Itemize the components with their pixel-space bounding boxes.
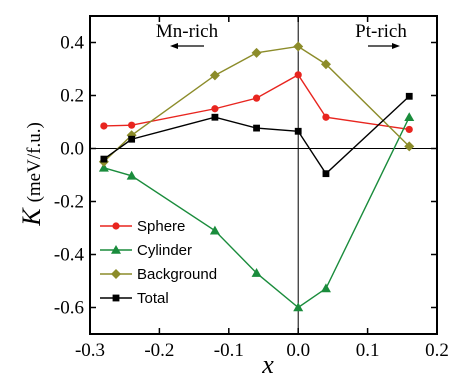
x-axis-title: x [261, 350, 274, 379]
point-cylinder [320, 283, 331, 293]
series-cylinder [98, 112, 415, 312]
y-axis-unit: (meV/f.u.) [24, 122, 45, 202]
legend-item-cylinder: Cylinder [100, 242, 192, 259]
point-background [293, 41, 304, 52]
legend-item-background: Background [100, 266, 217, 283]
y-axis-symbol: K [17, 207, 46, 227]
annotation-pt-rich: Pt-rich [355, 21, 407, 42]
point-total [211, 113, 219, 121]
point-sphere [211, 105, 219, 113]
legend-label-total: Total [137, 290, 169, 307]
y-tick-label: 0.4 [60, 33, 84, 54]
x-tick-label: 0.0 [286, 340, 310, 361]
series-line-total [103, 95, 410, 175]
series-line-background [103, 45, 410, 163]
y-axis-title: K (meV/f.u.) [17, 122, 46, 227]
point-background [320, 59, 331, 70]
point-sphere [405, 125, 413, 134]
x-tick-label: -0.2 [144, 340, 174, 361]
legend-label-background: Background [137, 266, 217, 283]
point-sphere [294, 71, 302, 79]
reference-lines [90, 16, 437, 334]
point-background [251, 47, 262, 58]
y-tick-label: 0.2 [60, 86, 84, 107]
point-cylinder [126, 170, 137, 180]
y-tick-label: -0.4 [54, 245, 85, 266]
plot-frame [89, 15, 438, 335]
series-sphere [100, 71, 413, 134]
point-total [322, 170, 330, 178]
point-cylinder [251, 268, 262, 277]
legend: Sphere Cylinder Background Total [100, 218, 217, 307]
point-total [253, 124, 260, 132]
point-cylinder [209, 225, 220, 235]
series-layer [98, 41, 415, 312]
legend-marker-total [112, 294, 120, 302]
series-background [98, 41, 415, 167]
point-cylinder [98, 162, 109, 172]
legend-label-cylinder: Cylinder [137, 242, 192, 259]
point-background [404, 141, 415, 152]
point-total [405, 92, 413, 100]
point-total [128, 135, 136, 143]
y-tick-label: 0.0 [60, 139, 84, 160]
legend-marker-cylinder [111, 245, 121, 254]
legend-marker-sphere [112, 222, 120, 230]
point-total [294, 127, 302, 135]
point-background [209, 70, 220, 81]
point-cylinder [293, 302, 304, 312]
legend-item-total: Total [100, 290, 169, 307]
x-tick-label: 0.1 [356, 340, 380, 361]
mn-rich-arrow [170, 43, 204, 49]
point-cylinder [404, 112, 415, 122]
y-tick-label: -0.2 [54, 192, 84, 213]
y-tick-label: -0.6 [54, 298, 84, 319]
x-tick-label: 0.2 [425, 340, 449, 361]
x-tick-label: -0.3 [75, 340, 105, 361]
axis-ticks: -0.3 -0.2 -0.1 0.0 0.1 0.2 -0.6 -0.4 -0.2 0.0 0.2 0… [54, 16, 449, 361]
pt-rich-arrow [368, 43, 400, 49]
point-sphere [322, 113, 330, 121]
legend-label-sphere: Sphere [137, 218, 185, 235]
point-sphere [100, 122, 108, 130]
legend-marker-background [111, 269, 121, 279]
point-sphere [252, 94, 261, 102]
point-total [100, 155, 108, 163]
series-total [100, 92, 413, 178]
annotation-mn-rich: Mn-rich [156, 21, 219, 42]
point-sphere [128, 121, 136, 129]
x-tick-label: -0.1 [214, 340, 244, 361]
legend-item-sphere: Sphere [100, 218, 185, 235]
